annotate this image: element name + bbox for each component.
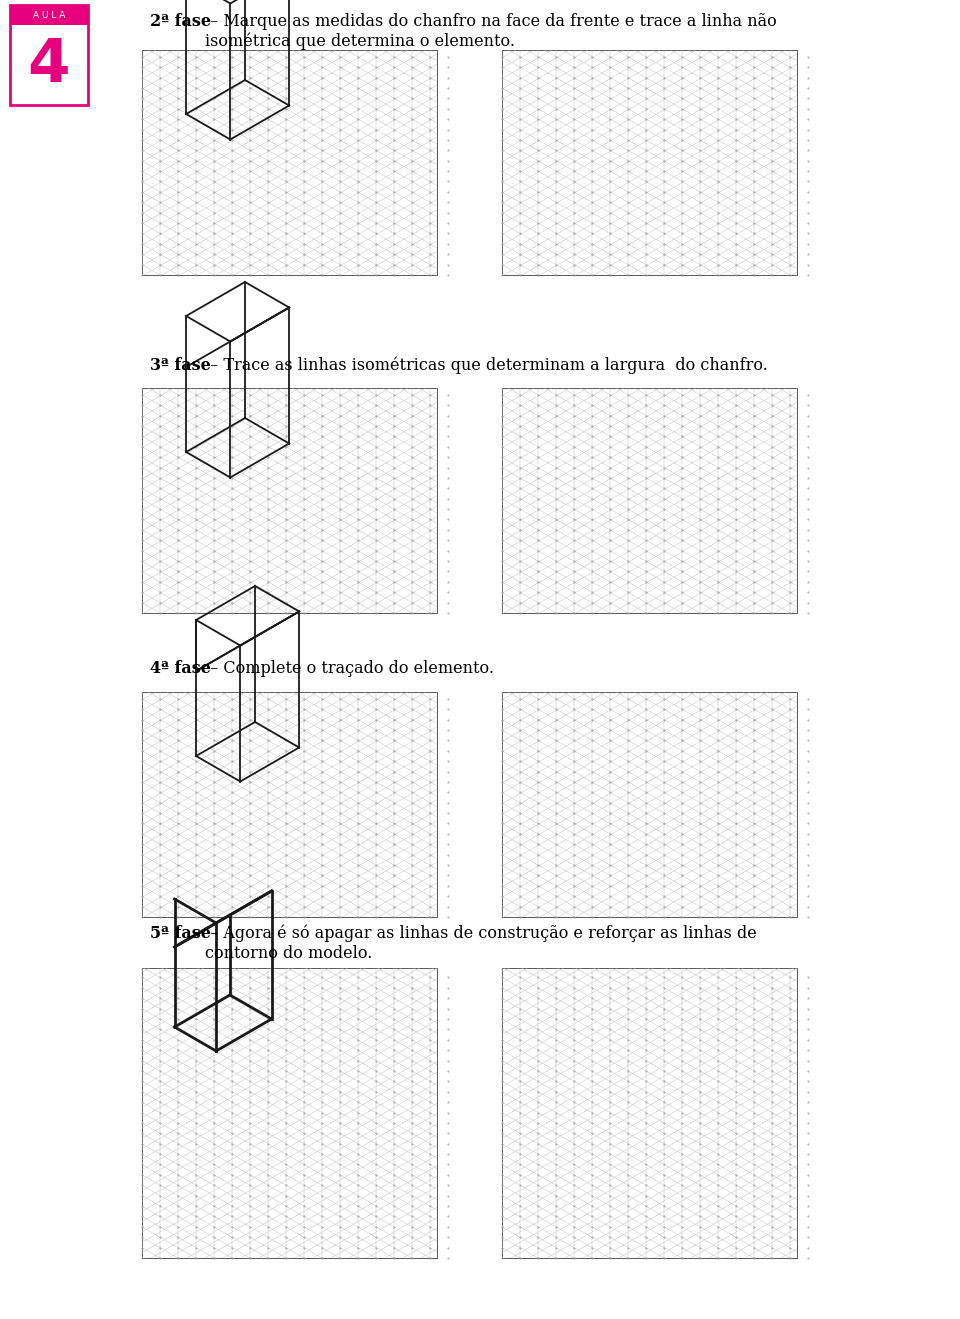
Text: – Complete o traçado do elemento.: – Complete o traçado do elemento. bbox=[204, 660, 493, 677]
Bar bbox=[142, 968, 437, 1258]
Text: 4: 4 bbox=[28, 36, 70, 95]
Bar bbox=[142, 50, 437, 274]
Text: A U L A: A U L A bbox=[33, 11, 65, 20]
Text: 3ª fase: 3ª fase bbox=[150, 357, 211, 375]
Bar bbox=[502, 50, 797, 274]
Bar bbox=[142, 388, 437, 613]
Bar bbox=[502, 388, 797, 613]
Text: 2ª fase: 2ª fase bbox=[150, 13, 211, 30]
Bar bbox=[502, 692, 797, 917]
Bar bbox=[10, 5, 88, 106]
Text: – Marque as medidas do chanfro na face da frente e trace a linha não
isométrica : – Marque as medidas do chanfro na face d… bbox=[204, 13, 777, 50]
Text: 5ª fase: 5ª fase bbox=[150, 925, 211, 942]
Bar bbox=[10, 5, 88, 25]
Bar bbox=[142, 692, 437, 917]
Text: 4ª fase: 4ª fase bbox=[150, 660, 211, 677]
Text: – Agora é só apagar as linhas de construção e reforçar as linhas de
contorno do : – Agora é só apagar as linhas de constru… bbox=[204, 925, 756, 962]
Text: – Trace as linhas isométricas que determinam a largura  do chanfro.: – Trace as linhas isométricas que determ… bbox=[204, 357, 767, 375]
Bar bbox=[502, 968, 797, 1258]
